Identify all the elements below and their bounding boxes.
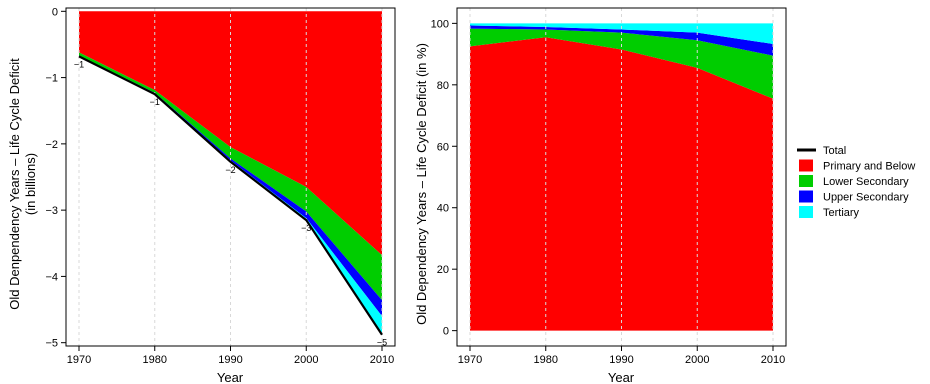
left-point-label: −5 — [377, 338, 387, 348]
left-x-tick-label: 1980 — [143, 354, 167, 366]
legend-key-lower-secondary — [799, 175, 813, 187]
left-y-tick-label: −4 — [45, 271, 58, 283]
left-chart-panel: −1 −1 −2 −3 −5 0 −1 −2 −3 −4 −5 1970 1980 1990 2000 201… — [45, 6, 396, 366]
left-x-axis-title: Year — [217, 370, 244, 384]
right-x-tick-label: 1990 — [609, 354, 633, 366]
left-x-tick-label: 1990 — [218, 354, 242, 366]
right-y-axis-title: Old Dependency Years – Life Cycle Defici… — [414, 43, 429, 325]
legend-key-primary-and-below — [799, 159, 813, 172]
left-y-tick-label: −5 — [45, 338, 58, 350]
left-x-tick-label: 2010 — [370, 354, 394, 366]
right-y-tick-label: 40 — [437, 203, 449, 215]
right-x-tick-label: 1970 — [458, 354, 482, 366]
right-chart-panel: 0 20 40 60 80 100 1970 1980 1990 2000 2010 — [431, 7, 787, 366]
left-y-axis-title: Old Denpendency Years – Life Cycle Defic… — [7, 58, 22, 310]
right-y-tick-label: 80 — [437, 80, 449, 92]
left-point-label: −2 — [225, 165, 235, 175]
legend-key-upper-secondary — [799, 190, 813, 203]
left-x-tick-label: 1970 — [67, 354, 91, 366]
left-y-tick-label: −1 — [45, 73, 58, 85]
right-y-tick-label: 20 — [437, 264, 449, 276]
left-y-tick-label: 0 — [52, 6, 58, 18]
left-area-primary-and-below — [79, 11, 382, 256]
legend-label-tertiary: Tertiary — [823, 207, 860, 219]
left-x-tick-label: 2000 — [294, 354, 318, 366]
legend-label-total: Total — [823, 145, 846, 157]
legend-label-primary-and-below: Primary and Below — [823, 161, 915, 173]
left-y-tick-label: −3 — [45, 205, 58, 217]
left-point-label: −3 — [301, 223, 311, 233]
left-point-label: −1 — [150, 97, 160, 107]
legend: Total Primary and Below Lower Secondary Upp… — [797, 145, 915, 219]
right-y-tick-label: 60 — [437, 141, 449, 153]
left-point-label: −1 — [74, 59, 84, 69]
left-y-axis-title-line2: (in billions) — [23, 153, 38, 215]
left-total-line — [78, 55, 383, 336]
right-y-tick-label: 0 — [443, 326, 449, 338]
right-y-tick-label: 100 — [431, 18, 449, 30]
right-x-tick-label: 2000 — [685, 354, 709, 366]
left-y-tick-label: −2 — [45, 139, 58, 151]
right-x-tick-label: 2010 — [761, 354, 785, 366]
right-x-axis-title: Year — [608, 370, 635, 384]
right-x-tick-label: 1980 — [534, 354, 558, 366]
legend-label-upper-secondary: Upper Secondary — [823, 192, 909, 204]
legend-key-tertiary — [799, 206, 813, 218]
legend-label-lower-secondary: Lower Secondary — [823, 176, 909, 188]
